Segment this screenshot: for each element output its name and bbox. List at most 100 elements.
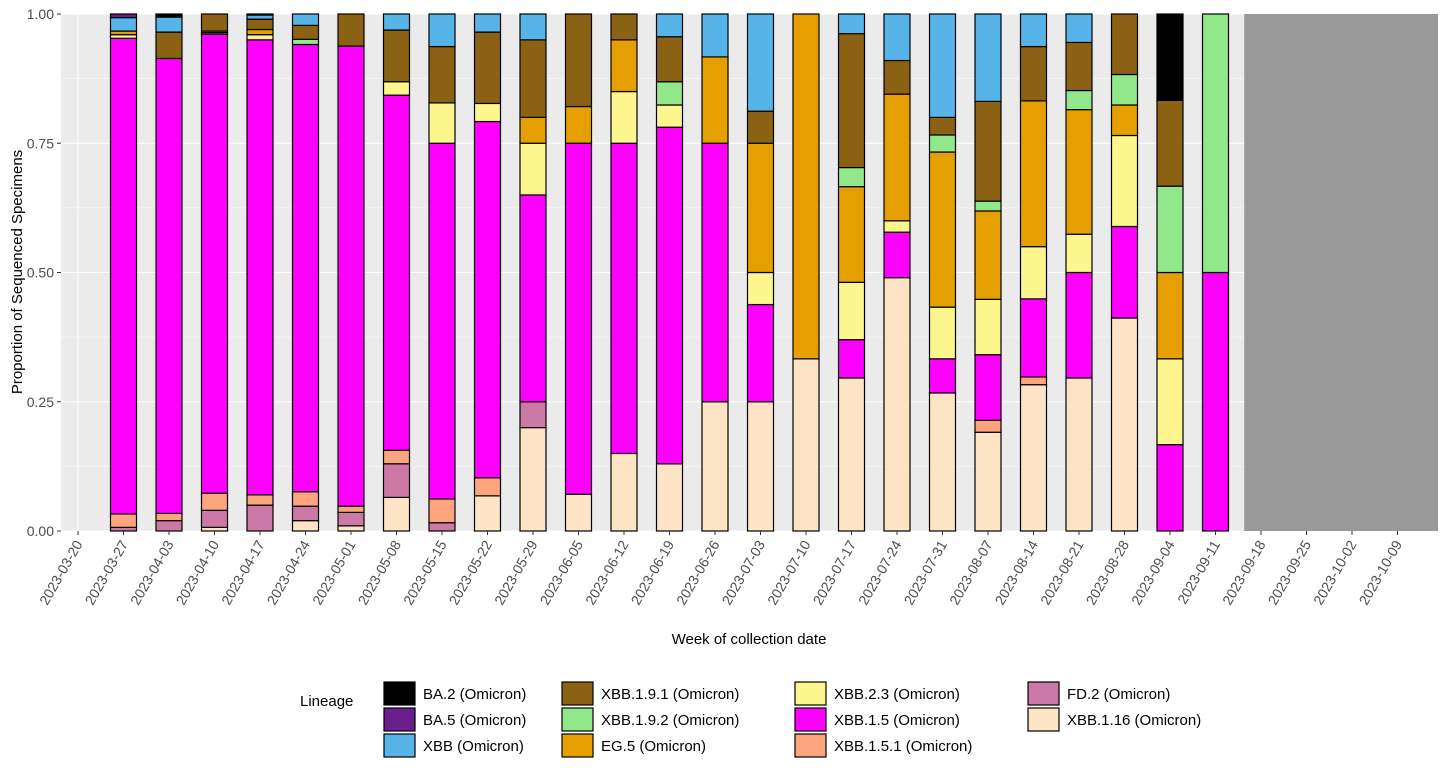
x-tick-label: 2023-09-04	[1128, 537, 1178, 607]
legend-swatch	[383, 681, 416, 706]
bar-segment	[428, 102, 456, 144]
bar-segment	[974, 431, 1002, 532]
legend-label: BA.2 (Omicron)	[423, 686, 526, 703]
x-tick-label: 2023-09-18	[1219, 537, 1269, 607]
y-tick-label: 0.00	[27, 523, 54, 539]
legend-item: XBB (Omicron)	[383, 733, 524, 758]
bar-segment	[1156, 444, 1184, 532]
bar-segment	[519, 116, 547, 144]
bar-segment	[155, 512, 183, 522]
legend-swatch	[794, 733, 827, 758]
bar-segment	[246, 13, 274, 16]
bar-segment	[1065, 271, 1093, 379]
bar-segment	[655, 104, 684, 128]
bar-segment	[200, 13, 229, 32]
legend-swatch	[794, 681, 827, 706]
bar-segment	[746, 142, 775, 274]
bar-segment	[746, 110, 775, 144]
bar-segment	[382, 449, 411, 465]
legend-item: XBB.2.3 (Omicron)	[794, 681, 960, 706]
x-tick-label: 2023-07-10	[764, 537, 814, 607]
legend-label: BA.5 (Omicron)	[423, 712, 526, 729]
x-tick-label: 2023-03-20	[36, 537, 86, 607]
x-axis-title: Week of collection date	[672, 631, 827, 648]
bar-segment	[837, 281, 866, 341]
x-tick-label: 2023-06-19	[627, 537, 677, 607]
bar-segment	[1019, 376, 1048, 386]
shaded-region	[1244, 14, 1438, 531]
bar-segment	[928, 13, 957, 119]
bar-segment	[792, 13, 820, 360]
x-tick-label: 2023-06-26	[673, 537, 723, 607]
bar-segment	[1110, 104, 1139, 137]
bar-segment	[519, 142, 547, 196]
bar-segment	[928, 306, 957, 360]
bar-segment	[655, 81, 684, 106]
bar-segment	[155, 13, 183, 18]
legend-label: XBB.1.5.1 (Omicron)	[834, 738, 972, 755]
bar-segment	[337, 13, 365, 47]
bar-segment	[1156, 271, 1184, 360]
x-tick-label: 2023-07-17	[809, 537, 859, 607]
bar-segment	[382, 81, 411, 96]
bar-segment	[1110, 134, 1139, 228]
shaded-future-region	[1244, 14, 1438, 531]
bar-segment	[746, 401, 775, 532]
x-axis: 2023-03-202023-03-272023-04-032023-04-10…	[36, 531, 1405, 608]
legend-swatch	[383, 733, 416, 758]
y-tick-label: 1.00	[27, 6, 54, 22]
bar-segment	[1110, 225, 1139, 319]
bar-segment	[473, 13, 502, 33]
x-tick-label: 2023-10-09	[1355, 537, 1405, 607]
bar-segment	[200, 492, 229, 511]
bar-segment	[701, 56, 729, 144]
bar-segment	[701, 142, 729, 403]
bar-segment	[428, 13, 456, 48]
bar-segment	[428, 522, 456, 532]
x-tick-label: 2023-08-14	[991, 537, 1041, 607]
bar-segment	[655, 36, 684, 83]
bar-segment	[1019, 45, 1048, 102]
bar-segment	[519, 13, 547, 41]
bar-segment	[1065, 13, 1093, 44]
x-tick-label: 2023-05-15	[400, 537, 450, 607]
legend-swatch	[561, 733, 594, 758]
bar-segment	[291, 505, 320, 522]
bar-segment	[655, 126, 684, 465]
bar-segment	[883, 220, 911, 233]
bar-segment	[1019, 298, 1048, 378]
bar-segment	[291, 13, 320, 26]
bar-segment	[883, 277, 911, 532]
bar-segment	[291, 24, 320, 40]
legend-label: XBB.1.16 (Omicron)	[1067, 712, 1201, 729]
bar-segment	[883, 93, 911, 222]
legend-item: XBB.1.16 (Omicron)	[1027, 707, 1201, 732]
bar-segment	[1065, 109, 1093, 235]
x-tick-label: 2023-09-25	[1264, 537, 1314, 607]
bar-segment	[1156, 99, 1184, 187]
y-tick-label: 0.50	[27, 265, 54, 281]
bar-segment	[1065, 89, 1093, 111]
bar-segment	[428, 142, 456, 500]
bar-segment	[655, 463, 684, 532]
legend-item: XBB.1.9.1 (Omicron)	[561, 681, 739, 706]
bar-segment	[883, 231, 911, 279]
bar-segment	[246, 28, 274, 36]
x-tick-label: 2023-05-29	[491, 537, 541, 607]
legend-label: FD.2 (Omicron)	[1067, 686, 1170, 703]
x-tick-label: 2023-07-31	[900, 537, 950, 607]
x-tick-label: 2023-05-22	[445, 537, 495, 607]
bar-segment	[883, 13, 911, 62]
legend-item: EG.5 (Omicron)	[561, 733, 706, 758]
bar-segment	[291, 43, 320, 493]
bar-segment	[382, 13, 411, 31]
x-tick-label: 2023-04-17	[218, 537, 268, 607]
bar-segment	[610, 142, 638, 455]
bar-segment	[1201, 271, 1230, 532]
x-tick-label: 2023-04-10	[172, 537, 222, 607]
bar-segment	[564, 13, 593, 108]
bar-segment	[928, 151, 957, 308]
bar-segment	[701, 13, 729, 58]
x-tick-label: 2023-08-07	[946, 537, 996, 607]
